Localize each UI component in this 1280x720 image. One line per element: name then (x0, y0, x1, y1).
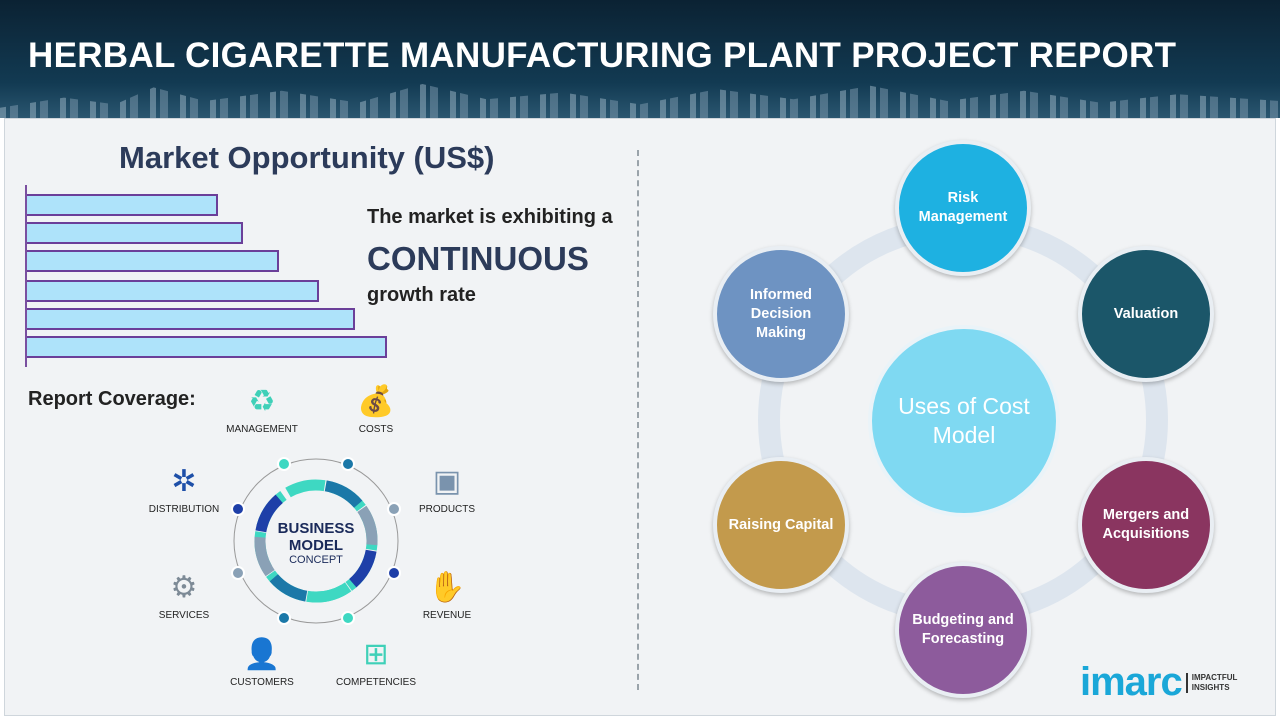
coverage-products: ▣ PRODUCTS (392, 464, 502, 515)
coverage-label: REVENUE (422, 610, 472, 621)
hierarchy-icon: ⊞ (363, 638, 389, 671)
lightbulb-cycle-icon: ♻ (248, 385, 276, 418)
imarc-logo: imarc IMPACTFUL INSIGHTS (1080, 660, 1246, 705)
node-budgeting-forecasting: Budgeting and Forecasting (895, 562, 1031, 698)
growth-bar (27, 308, 355, 330)
uses-center: Uses of Cost Model (868, 325, 1060, 517)
hand-coins-icon: ✋ (428, 571, 466, 604)
logo-tagline: IMPACTFUL INSIGHTS (1185, 672, 1246, 693)
node-risk-management: Risk Management (895, 140, 1031, 276)
coverage-label: SERVICES (158, 610, 210, 621)
coverage-management: ♻ MANAGEMENT (207, 384, 317, 435)
header-banner: HERBAL CIGARETTE MANUFACTURING PLANT PRO… (0, 0, 1280, 118)
report-coverage-title: Report Coverage: (28, 388, 196, 410)
market-opportunity-title: Market Opportunity (US$) (119, 140, 495, 175)
growth-bar (27, 336, 387, 358)
business-model-title: BUSINESS MODEL (277, 520, 355, 554)
market-text-3: growth rate (367, 284, 476, 306)
coverage-costs: 💰 COSTS (321, 384, 431, 435)
coverage-distribution: ✲ DISTRIBUTION (129, 464, 239, 515)
coverage-label: DISTRIBUTION (148, 504, 220, 515)
business-model-ring (231, 457, 401, 625)
growth-bar (27, 194, 218, 216)
money-bag-icon: 💰 (357, 385, 395, 418)
node-raising-capital: Raising Capital (713, 457, 849, 593)
coverage-customers: 👤 CUSTOMERS (207, 637, 317, 688)
coverage-services: ⚙ SERVICES (129, 570, 239, 621)
node-mergers-acquisitions: Mergers and Acquisitions (1078, 457, 1214, 593)
person-icon: 👤 (243, 638, 281, 671)
logo-wordmark: imarc (1080, 660, 1183, 704)
market-text-2: CONTINUOUS (367, 240, 589, 277)
coverage-label: COMPETENCIES (335, 677, 416, 688)
coverage-revenue: ✋ REVENUE (392, 570, 502, 621)
business-model-label: BUSINESS MODEL CONCEPT (256, 520, 376, 566)
growth-bar (27, 222, 243, 244)
coverage-competencies: ⊞ COMPETENCIES (321, 637, 431, 688)
growth-bar (27, 250, 279, 272)
business-model-subtitle: CONCEPT (289, 554, 343, 566)
growth-bar (27, 280, 319, 302)
coverage-label: MANAGEMENT (226, 424, 298, 435)
coverage-label: COSTS (358, 424, 394, 435)
node-valuation: Valuation (1078, 246, 1214, 382)
gears-icon: ⚙ (170, 571, 198, 604)
bar-axis (25, 185, 27, 367)
divider (637, 150, 639, 690)
city-skyline (0, 84, 1280, 118)
box-icon: ▣ (432, 465, 462, 498)
market-text-1: The market is exhibiting a (367, 206, 613, 228)
page-title: HERBAL CIGARETTE MANUFACTURING PLANT PRO… (28, 36, 1177, 75)
coverage-label: CUSTOMERS (230, 677, 294, 688)
coverage-label: PRODUCTS (418, 504, 476, 515)
node-informed-decision: Informed Decision Making (713, 246, 849, 382)
network-icon: ✲ (171, 465, 197, 498)
